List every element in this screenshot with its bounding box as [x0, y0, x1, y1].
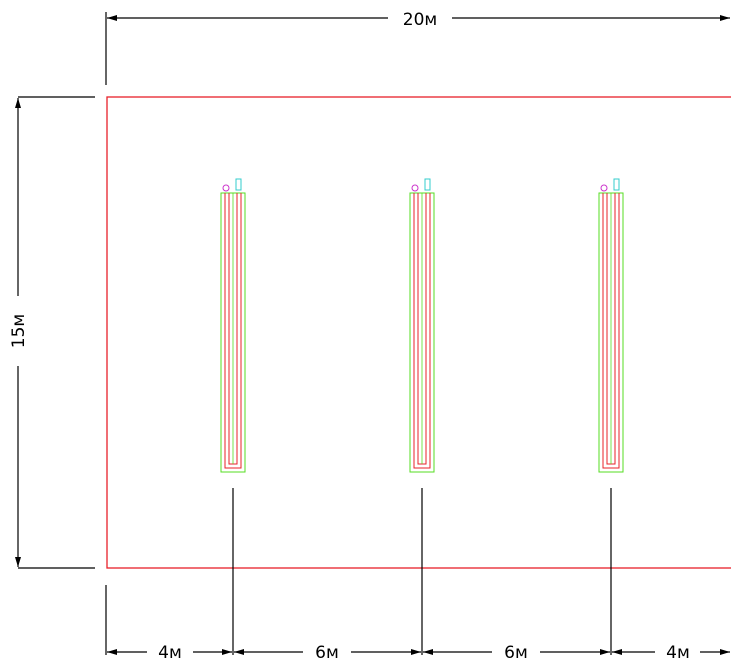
- room-outline: [106, 96, 731, 569]
- manifold-box-icon: [613, 178, 620, 191]
- loop-pipe-outer: [224, 193, 242, 469]
- loop-pipe-outer: [413, 193, 431, 469]
- manifold-box-icon: [235, 178, 242, 191]
- top-dimension: 20м: [105, 10, 730, 85]
- loop-pipe-outer: [602, 193, 620, 469]
- heating-loop-2: [409, 178, 435, 473]
- segment-3-label: 6м: [504, 643, 528, 659]
- bottom-dimension-chain: 4м 6м 6м 4м: [105, 488, 730, 659]
- manifold-box-icon: [424, 178, 431, 191]
- valve-circle-icon: [411, 184, 419, 192]
- total-height-label: 15м: [9, 314, 29, 348]
- heating-loop-1: [220, 178, 246, 473]
- valve-circle-icon: [600, 184, 608, 192]
- left-dimension: 15м: [9, 96, 95, 569]
- total-width-label: 20м: [403, 10, 437, 30]
- segment-4-label: 4м: [666, 643, 690, 659]
- heating-loop-3: [598, 178, 624, 473]
- segment-1-label: 4м: [158, 643, 182, 659]
- valve-circle-icon: [222, 184, 230, 192]
- segment-2-label: 6м: [315, 643, 339, 659]
